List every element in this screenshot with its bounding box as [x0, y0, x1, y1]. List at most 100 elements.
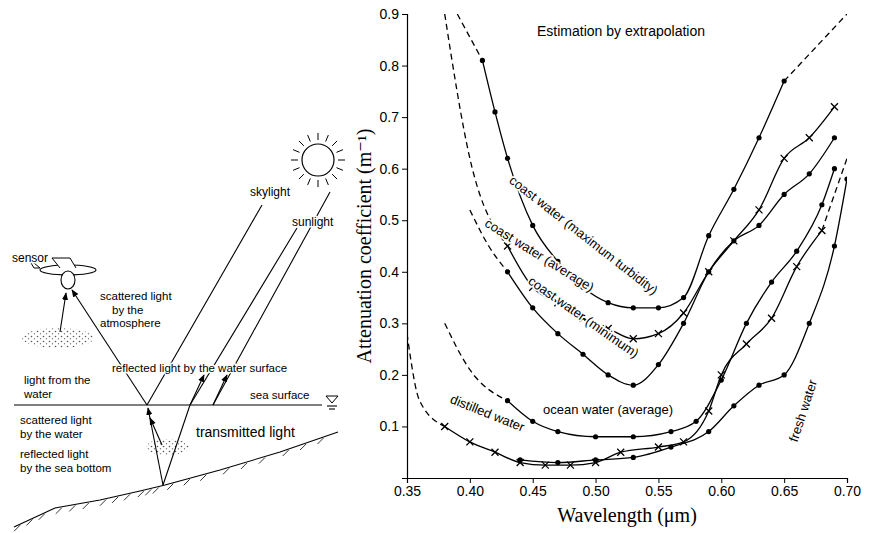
sun-ray [318, 133, 319, 140]
water-level-symbol [329, 408, 335, 409]
point-marker [518, 457, 523, 462]
x-axis-tick: 0.65 [771, 478, 798, 499]
y-axis: 0.10.20.30.40.50.60.70.80.9 [380, 6, 408, 479]
diagram-label: sea surface [250, 389, 309, 401]
y-axis-tick-label: 0.6 [380, 161, 400, 177]
sun-ray [293, 168, 299, 171]
curve-label: ocean water (average) [543, 402, 673, 417]
diagram-label: reflected light [20, 448, 89, 460]
point-marker [793, 263, 800, 270]
point-marker [680, 310, 687, 317]
point-marker [530, 305, 535, 310]
point-marker [530, 419, 535, 424]
y-axis-tick-mark [402, 220, 407, 221]
x-axis: 0.350.400.450.500.550.600.650.70 [394, 478, 861, 499]
y-axis-title: Attenuation coefficient (m⁻¹) [353, 129, 376, 364]
sea-bottom-hatch [241, 463, 247, 469]
y-axis-tick: 0.5 [380, 212, 407, 228]
sun-ray [326, 178, 329, 184]
diagram-label: scattered light [20, 414, 92, 426]
y-axis-tick: 0.7 [380, 109, 407, 125]
light-to-sensor [72, 290, 147, 405]
point-marker [593, 434, 598, 439]
point-marker [631, 383, 636, 388]
point-marker [756, 206, 763, 213]
x-axis-tick: 0.60 [708, 478, 735, 499]
transmitted-ray [163, 405, 190, 485]
sea-bottom-hatch [14, 525, 20, 531]
surface-reflection [190, 375, 204, 405]
sea-bottom-hatch [200, 475, 206, 481]
point-marker [706, 429, 711, 434]
point-marker [731, 187, 736, 192]
extrapolated-line [445, 14, 508, 246]
x-axis-tick-label: 0.65 [771, 483, 798, 499]
sun-disc [302, 144, 334, 176]
y-axis-tick-label: 0.9 [380, 6, 400, 22]
sea-bottom-hatch [39, 514, 45, 520]
atmosphere-scatter-ray [60, 293, 66, 332]
point-marker [756, 135, 761, 140]
sun-ray [326, 135, 329, 141]
sun-ray [308, 135, 311, 141]
point-marker [706, 269, 711, 274]
y-axis-tick-mark [402, 272, 407, 273]
y-axis-tick: 0.9 [380, 6, 407, 22]
point-marker [768, 315, 775, 322]
point-marker [832, 135, 837, 140]
x-axis-tick-label: 0.50 [582, 483, 609, 499]
water-level-symbol [326, 396, 338, 403]
extrapolated-line [407, 334, 445, 427]
skylight-ray [147, 205, 262, 405]
point-marker [530, 223, 535, 228]
water-level-symbol [327, 405, 337, 406]
sea-bottom-hatch [167, 484, 173, 490]
diagram-label: by the sea bottom [20, 462, 111, 474]
point-marker [668, 429, 673, 434]
point-marker [681, 295, 686, 300]
diagram-label: light from the [24, 374, 90, 386]
sun-ray [332, 141, 337, 146]
diagram: sensorskylightsunlightscattered lightby … [12, 133, 345, 531]
y-axis-tick-label: 0.3 [380, 315, 400, 331]
point-marker [492, 449, 499, 456]
point-marker [555, 429, 560, 434]
x-axis-tick-label: 0.55 [645, 483, 672, 499]
point-marker [706, 233, 711, 238]
sunlight-ray [190, 228, 297, 405]
point-marker [656, 362, 661, 367]
point-marker [492, 109, 497, 114]
series-line [482, 60, 784, 307]
diagram-label: sunlight [292, 215, 334, 229]
sea-bottom-hatch [124, 494, 130, 500]
point-marker [743, 340, 750, 347]
point-marker [832, 166, 837, 171]
x-axis-tick: 0.50 [582, 478, 609, 499]
point-marker [631, 305, 636, 310]
x-axis-title: Wavelength (μm) [557, 504, 697, 527]
sea-bottom-hatch [69, 505, 75, 511]
y-axis-tick-mark [402, 323, 407, 324]
point-marker [606, 372, 611, 377]
y-axis-tick: 0.1 [380, 418, 407, 434]
sun-ray [299, 174, 304, 179]
diagram-label: scattered light [100, 290, 172, 302]
y-axis-tick-mark [402, 375, 407, 376]
point-marker [718, 371, 725, 378]
extrapolated-line [445, 323, 508, 400]
x-axis-tick-label: 0.40 [457, 483, 484, 499]
point-marker [807, 171, 812, 176]
y-axis-tick-mark [402, 117, 407, 118]
y-axis-tick-label: 0.7 [380, 109, 400, 125]
point-marker [818, 227, 825, 234]
sea-bottom-hatch [300, 444, 306, 450]
y-axis-tick: 0.3 [380, 315, 407, 331]
annotation: Estimation by extrapolation [537, 23, 705, 39]
y-axis-tick-label: 0.5 [380, 212, 400, 228]
point-marker [606, 300, 611, 305]
point-marker [631, 455, 636, 460]
y-axis-tick-label: 0.4 [380, 264, 400, 280]
point-marker [555, 460, 560, 465]
y-axis-tick-label: 0.2 [380, 367, 400, 383]
point-marker [505, 398, 510, 403]
